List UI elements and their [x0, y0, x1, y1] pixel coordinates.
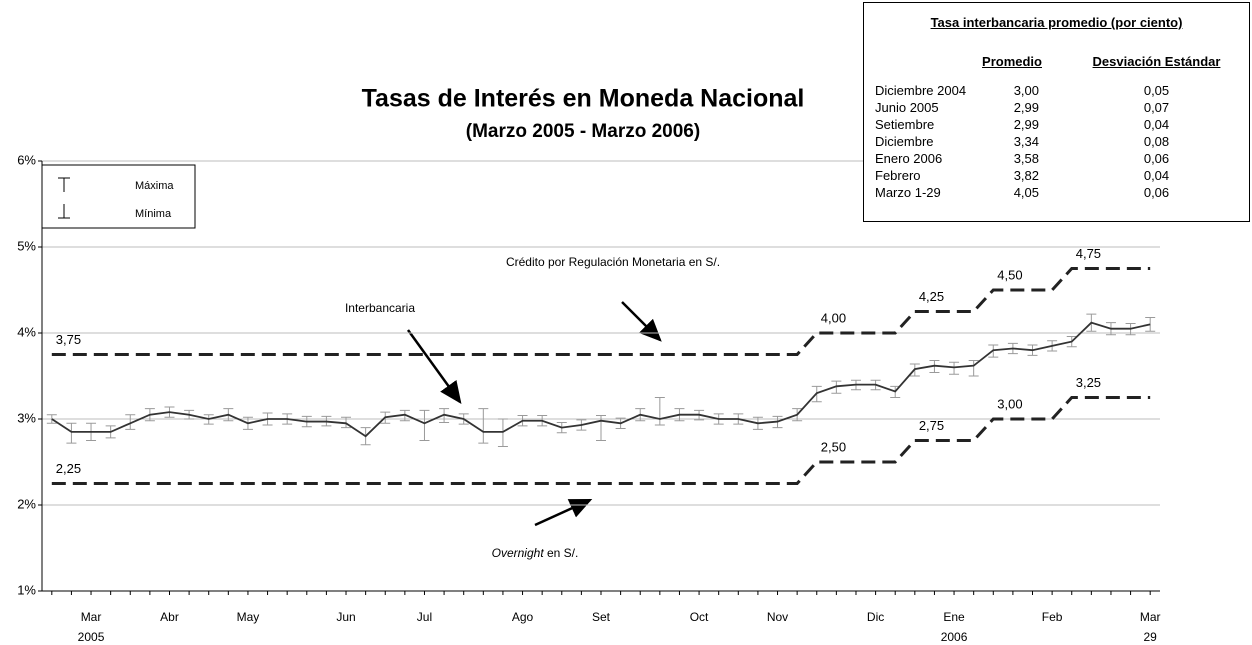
arrow: [621, 301, 662, 342]
table-cell: Diciembre: [875, 134, 934, 149]
y-tick-label: 1%: [17, 582, 36, 597]
table-header: Promedio: [982, 54, 1042, 69]
series-line: [51, 396, 1151, 485]
legend-max: Máxima: [135, 180, 174, 192]
value-label: 3,00: [997, 396, 1022, 411]
table-cell: 3,34: [1013, 134, 1039, 149]
x-tick-label: Oct: [689, 610, 709, 624]
summary-table: Tasa interbancaria promedio (por ciento)…: [863, 2, 1250, 222]
x-tick-label: Mar 2005: [77, 610, 105, 644]
series-line: [51, 267, 1151, 356]
table-cell: 0,04: [1143, 168, 1170, 183]
table-cell: Enero 2006: [875, 151, 943, 166]
x-tick-label: Mar 29: [1139, 610, 1161, 644]
table-cell: Junio 2005: [875, 100, 939, 115]
chart-title: Tasas de Interés en Moneda Nacional: [362, 85, 805, 113]
whisker: [654, 397, 665, 426]
x-tick-label: May: [236, 610, 260, 624]
arrow: [406, 329, 462, 405]
value-label: 2,25: [56, 461, 81, 476]
x-tick-label: Jun: [336, 610, 356, 624]
table-cell: Setiembre: [875, 117, 935, 132]
table-cell: Marzo 1-29: [875, 185, 941, 200]
annotation-text: en S/.: [547, 546, 579, 560]
table-cell: 0,05: [1143, 83, 1170, 98]
value-label: 4,50: [997, 267, 1022, 282]
x-tick-label: Feb: [1041, 610, 1063, 624]
value-label: 4,00: [821, 310, 846, 325]
y-tick-label: 3%: [17, 410, 36, 425]
value-label: 3,25: [1076, 375, 1101, 390]
table-cell: 3,58: [1013, 151, 1039, 166]
x-tick-label: Ago: [511, 610, 534, 624]
table-cell: 4,05: [1013, 185, 1039, 200]
table-cell: 0,04: [1143, 117, 1170, 132]
x-tick-label: Abr: [160, 610, 179, 624]
whisker: [125, 414, 136, 430]
annotation: Interbancaria: [344, 301, 416, 315]
table-title: Tasa interbancaria promedio (por ciento): [930, 15, 1183, 30]
annotation-italic: Overnight: [491, 546, 544, 560]
table-cell: 0,06: [1143, 185, 1170, 200]
x-tick-label: Dic: [866, 610, 885, 624]
x-tick-label: Set: [591, 610, 610, 624]
whisker: [66, 422, 77, 444]
whisker: [596, 415, 606, 441]
whisker: [968, 360, 979, 377]
table-header: Desviación Estándar: [1092, 54, 1221, 69]
value-label: 2,75: [919, 418, 944, 433]
series-line: [51, 321, 1151, 438]
annotation: Crédito por Regulación Monetaria en S/.: [505, 255, 721, 269]
y-tick-label: 5%: [17, 238, 36, 253]
y-tick-label: 2%: [17, 496, 36, 511]
whisker: [46, 414, 57, 424]
table-cell: Diciembre 2004: [875, 83, 967, 98]
table-cell: 3,00: [1013, 83, 1039, 98]
annotation: Overnight en S/.: [460, 545, 610, 562]
table-cell: Febrero: [875, 168, 921, 183]
y-tick-label: 4%: [17, 324, 36, 339]
x-tick-label: Nov: [766, 610, 789, 624]
legend-max-icon: [58, 177, 70, 192]
table-cell: 0,07: [1143, 100, 1170, 115]
whisker: [478, 408, 489, 444]
table-cell: 2,99: [1013, 117, 1039, 132]
legend-box: [41, 164, 196, 229]
table-cell: 0,08: [1143, 134, 1170, 149]
chart-subtitle: (Marzo 2005 - Marzo 2006): [466, 121, 700, 142]
whisker: [419, 409, 430, 441]
table-cell: 0,06: [1143, 151, 1170, 166]
value-label: 3,75: [56, 332, 81, 347]
value-label: 4,25: [919, 289, 944, 304]
x-tick-label: Ene 2006: [940, 610, 968, 644]
x-tick-label: Jul: [416, 610, 433, 624]
value-label: 4,75: [1076, 246, 1101, 261]
legend-min: Mínima: [135, 208, 172, 220]
legend-min-icon: [58, 204, 70, 219]
value-label: 2,50: [821, 439, 846, 454]
table-cell: 2,99: [1013, 100, 1039, 115]
y-tick-label: 6%: [17, 152, 36, 167]
table-cell: 3,82: [1013, 168, 1039, 183]
arrow: [534, 498, 593, 527]
